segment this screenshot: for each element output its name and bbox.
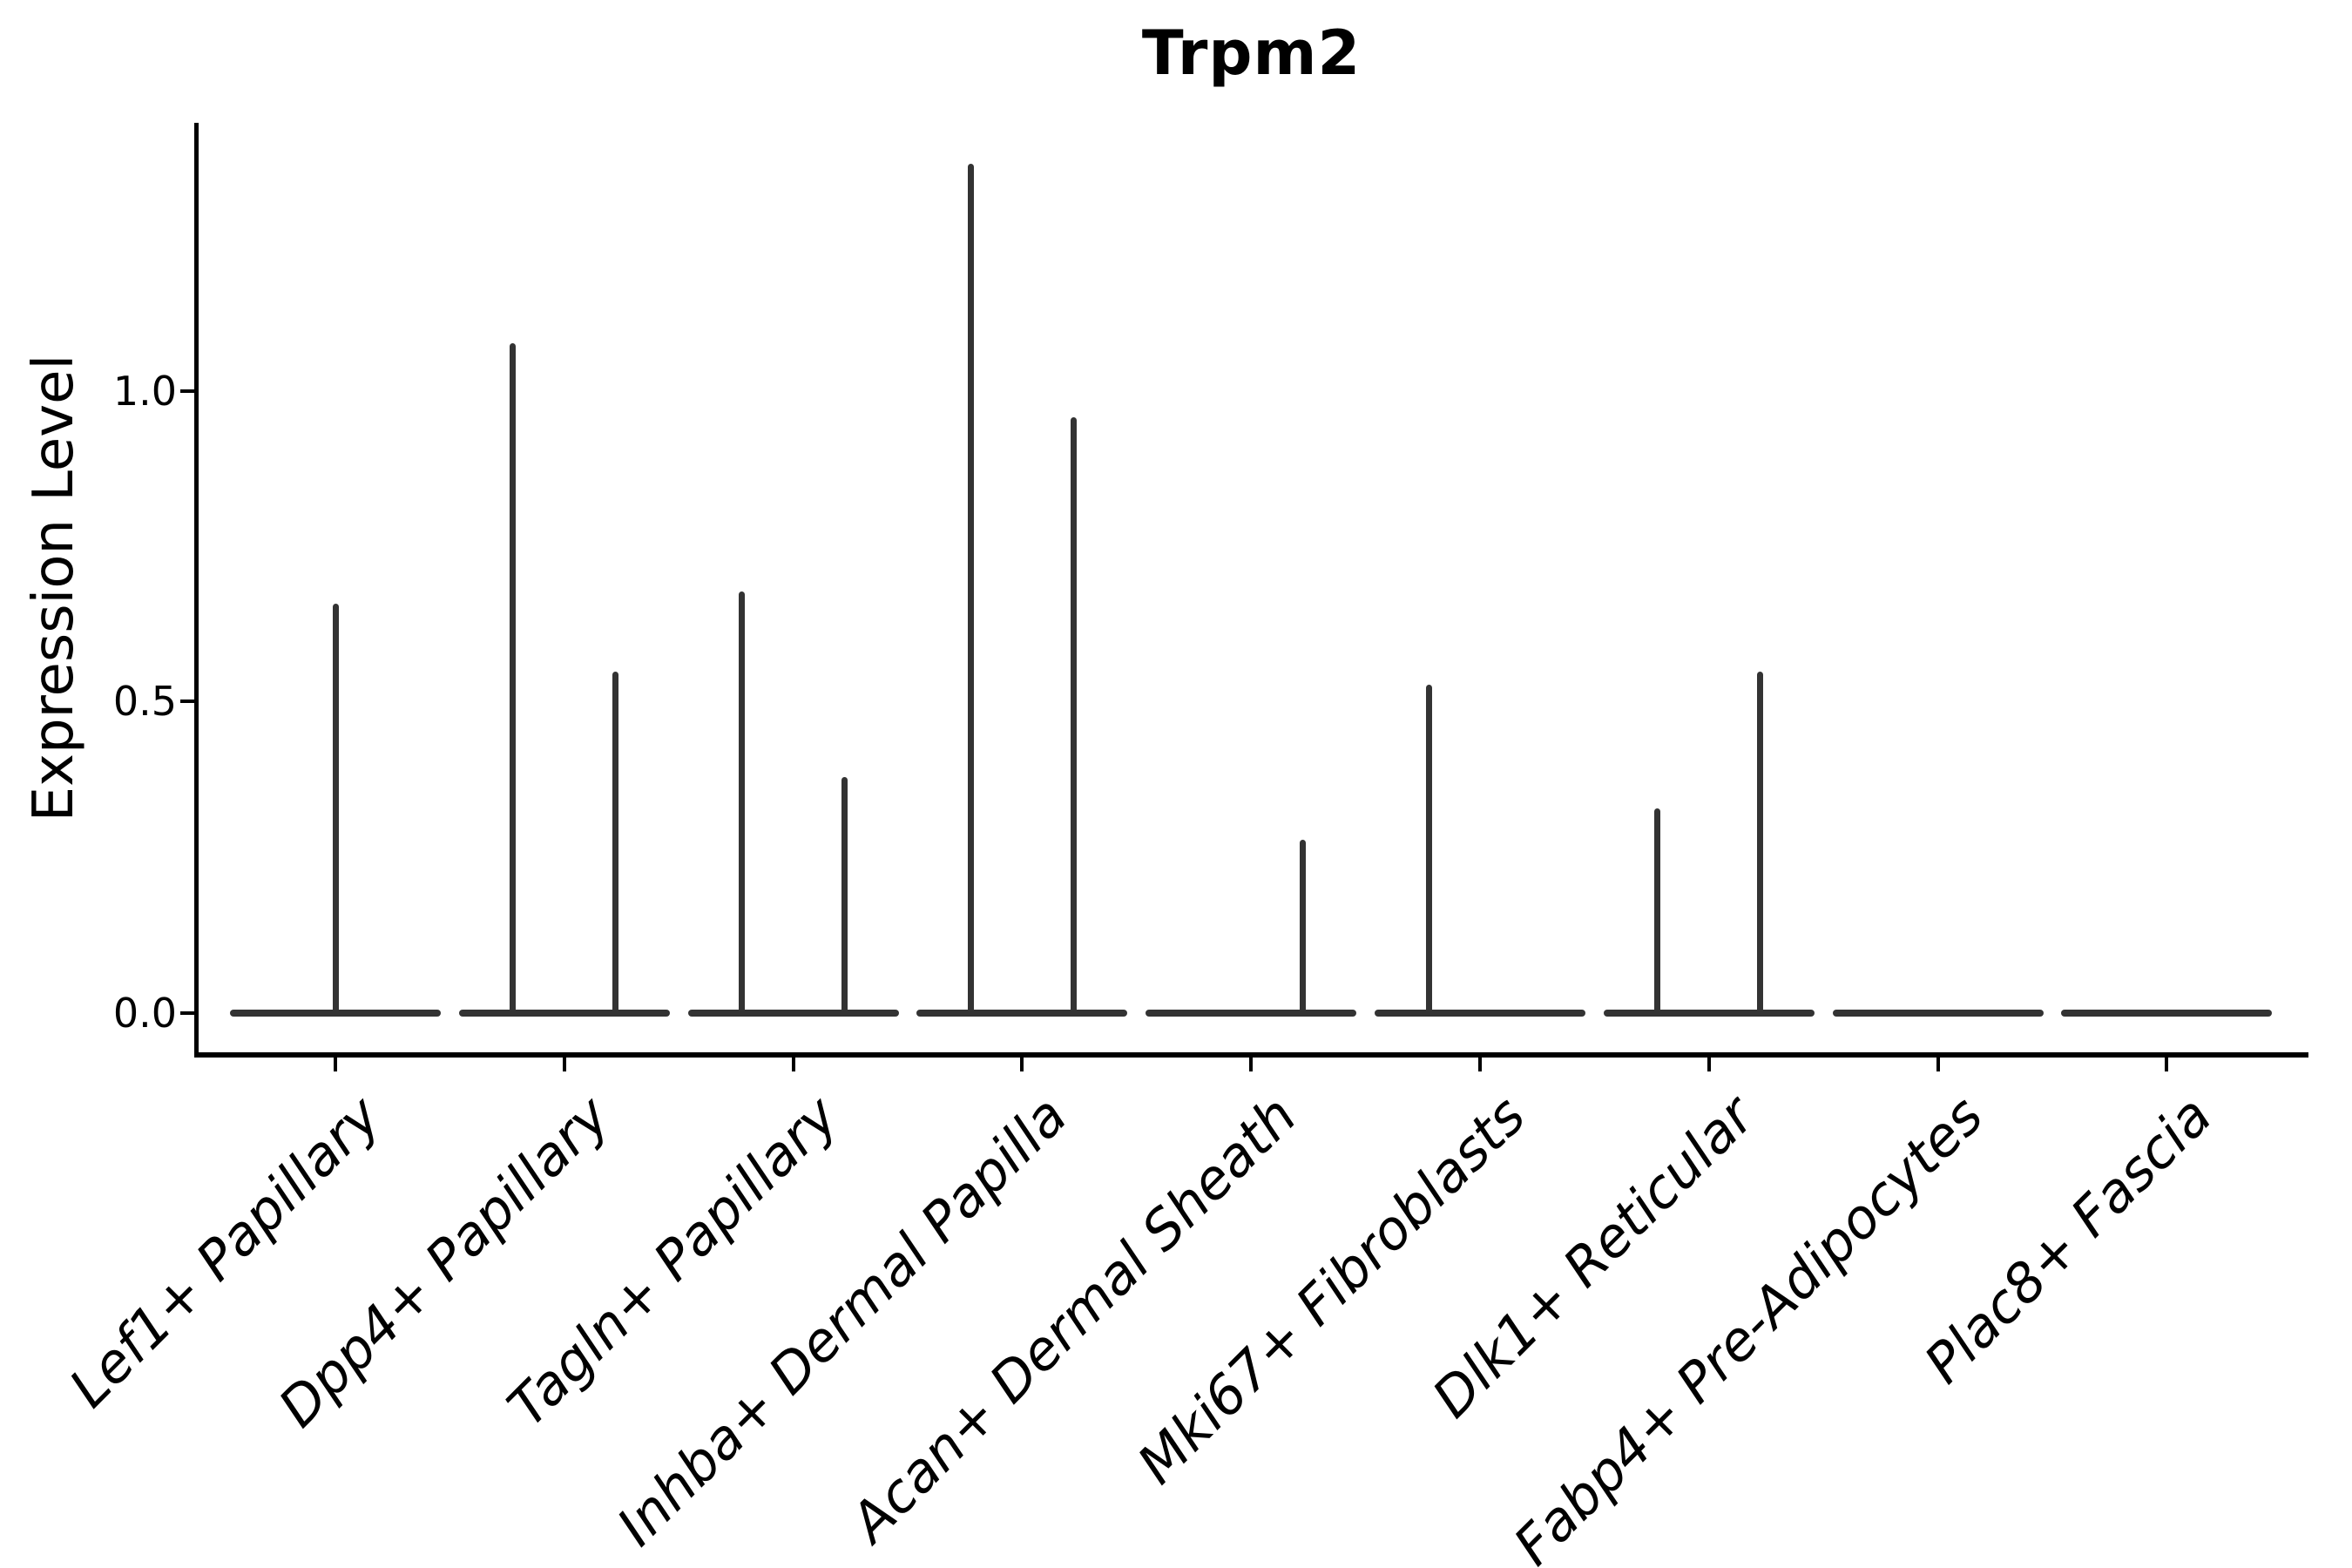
violin-base (1375, 1010, 1585, 1017)
violin-spike (612, 672, 619, 1017)
violin-spike (510, 343, 517, 1017)
x-tick-label: Fabp4+ Pre-Adipocytes (1501, 1084, 1996, 1568)
x-tick-mark (2165, 1058, 2169, 1071)
violin-spike (967, 163, 974, 1017)
x-axis-spine (194, 1052, 2308, 1058)
violin-base (1603, 1010, 1815, 1017)
x-tick-mark (1478, 1058, 1482, 1071)
violin-base (1146, 1010, 1357, 1017)
violin-spike (1070, 417, 1077, 1017)
y-tick-mark-0_0 (180, 1011, 194, 1015)
x-tick-mark (1020, 1058, 1024, 1071)
y-axis-spine (194, 123, 199, 1058)
violin-base (2061, 1010, 2273, 1017)
violin-base (916, 1010, 1128, 1017)
x-tick-mark (1936, 1058, 1940, 1071)
violin-spike (1425, 684, 1432, 1017)
y-tick-label-1_0: 1.0 (112, 368, 177, 415)
violin-spike (1654, 808, 1661, 1017)
chart-title: Trpm2 (1141, 17, 1362, 89)
violin-spike (1299, 839, 1306, 1017)
violin-base (687, 1010, 899, 1017)
y-tick-mark-1_0 (180, 389, 194, 393)
x-tick-mark (334, 1058, 337, 1071)
y-tick-label-0_5: 0.5 (112, 678, 177, 725)
violin-spike (739, 591, 746, 1017)
x-tick-label: Acan+ Dermal Sheath (837, 1084, 1308, 1554)
x-tick-mark (1707, 1058, 1711, 1071)
x-tick-label: Mki67+ Fibroblasts (1125, 1084, 1538, 1497)
x-tick-mark (1249, 1058, 1254, 1071)
violin-base (458, 1010, 670, 1017)
violin-spike (332, 604, 339, 1017)
x-tick-mark (791, 1058, 795, 1071)
violin-spike (841, 777, 848, 1017)
y-axis-label: Expression Level (22, 354, 86, 822)
y-tick-mark-0_5 (180, 700, 194, 703)
y-tick-label-0_0: 0.0 (112, 990, 177, 1037)
x-tick-mark (562, 1058, 566, 1071)
violin-spike (1757, 672, 1764, 1017)
violin-base (1832, 1010, 2044, 1017)
x-tick-label: Inhba+ Dermal Papilla (605, 1084, 1080, 1558)
